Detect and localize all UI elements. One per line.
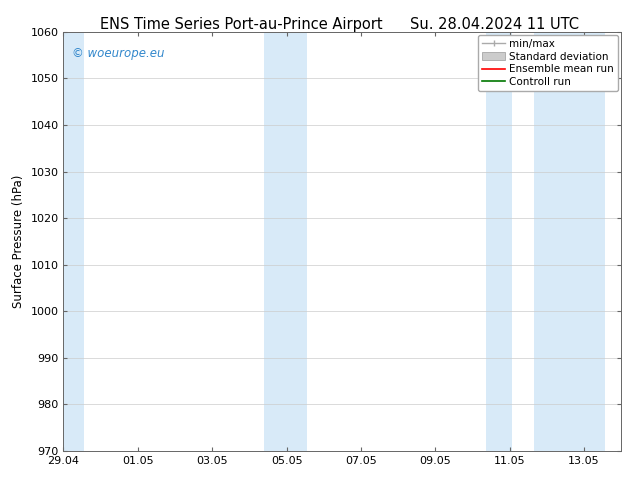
Y-axis label: Surface Pressure (hPa): Surface Pressure (hPa)	[12, 174, 25, 308]
Bar	[486, 32, 512, 451]
Legend: min/max, Standard deviation, Ensemble mean run, Controll run: min/max, Standard deviation, Ensemble me…	[478, 35, 618, 91]
Bar	[264, 32, 307, 451]
Text: ENS Time Series Port-au-Prince Airport: ENS Time Series Port-au-Prince Airport	[100, 17, 382, 32]
Bar	[63, 32, 84, 451]
Text: © woeurope.eu: © woeurope.eu	[72, 47, 164, 59]
Text: Su. 28.04.2024 11 UTC: Su. 28.04.2024 11 UTC	[410, 17, 579, 32]
Bar	[534, 32, 605, 451]
